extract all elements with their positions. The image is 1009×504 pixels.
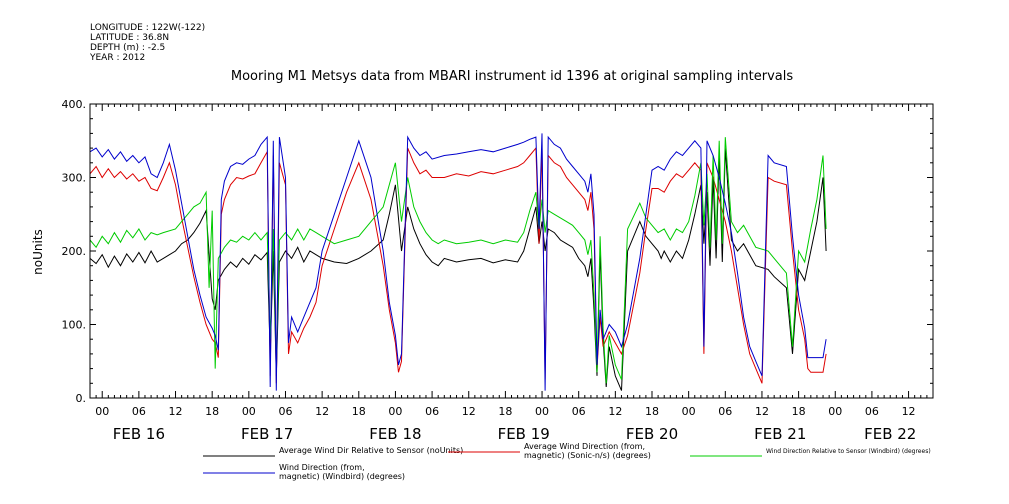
legend-label-3: Wind Direction Relative to Sensor (Windb… (766, 448, 931, 455)
x-tick-label: 12 (315, 405, 329, 418)
x-tick-label: 00 (828, 405, 842, 418)
x-tick-label: 18 (645, 405, 659, 418)
x-tick-label: 12 (169, 405, 183, 418)
meta-line-depth: DEPTH (m) : -2.5 (90, 43, 165, 53)
x-tick-label: 12 (902, 405, 916, 418)
day-label: FEB 22 (864, 425, 916, 443)
legend-label-1: Average Wind Dir Relative to Sensor (noU… (279, 446, 463, 455)
y-tick-label: 200. (62, 245, 87, 258)
x-tick-label: 06 (425, 405, 439, 418)
x-tick-label: 18 (352, 405, 366, 418)
y-axis: 0. 100. 200. 300. 400. (62, 98, 933, 405)
day-label: FEB 16 (113, 425, 165, 443)
series-layer (89, 133, 827, 391)
metadata-block: LONGITUDE : 122W(-122) LATITUDE : 36.8N … (89, 23, 205, 63)
x-tick-label: 18 (792, 405, 806, 418)
x-tick-label: 06 (865, 405, 879, 418)
legend-label-4: Wind Direction (from, (279, 463, 365, 472)
day-label: FEB 17 (241, 425, 293, 443)
meta-line-longitude: LONGITUDE : 122W(-122) (90, 23, 205, 33)
legend-label-2: magnetic) (Sonic-n/s) (degrees) (524, 451, 651, 460)
meta-line-year: YEAR : 2012 (89, 53, 145, 63)
series-line-3 (89, 137, 827, 384)
y-tick-label: 0. (76, 392, 87, 405)
day-label: FEB 20 (626, 425, 678, 443)
y-tick-label: 400. (62, 98, 87, 111)
y-axis-label: noUnits (31, 229, 45, 275)
x-tick-label: 06 (132, 405, 146, 418)
legend-label-2: Average Wind Direction (from, (524, 442, 645, 451)
x-tick-label: 00 (535, 405, 549, 418)
day-label: FEB 19 (498, 425, 550, 443)
legend-label-4: magnetic) (Windbird) (degrees) (279, 472, 405, 481)
series-line-2 (89, 146, 827, 384)
x-tick-label: 00 (682, 405, 696, 418)
day-label: FEB 18 (369, 425, 421, 443)
x-tick-label: 12 (755, 405, 769, 418)
series-line-4 (89, 133, 827, 391)
x-tick-label: 12 (608, 405, 622, 418)
meta-line-latitude: LATITUDE : 36.8N (90, 33, 169, 43)
legend: Average Wind Dir Relative to Sensor (noU… (203, 442, 931, 481)
x-tick-label: 06 (572, 405, 586, 418)
chart-title: Mooring M1 Metsys data from MBARI instru… (231, 69, 793, 84)
x-tick-label: 00 (95, 405, 109, 418)
x-tick-label: 06 (718, 405, 732, 418)
x-tick-label: 18 (205, 405, 219, 418)
x-tick-label: 00 (388, 405, 402, 418)
y-tick-label: 300. (62, 172, 87, 185)
y-tick-label: 100. (62, 319, 87, 332)
x-tick-label: 00 (242, 405, 256, 418)
x-tick-label: 06 (278, 405, 292, 418)
x-tick-label: 12 (462, 405, 476, 418)
x-axis: 00 06 12 18 00 06 12 18 00 06 12 18 00 06 12 18 00 06 12 18… (89, 104, 934, 443)
day-label: FEB 21 (754, 425, 806, 443)
x-tick-label: 18 (498, 405, 512, 418)
series-line-1 (89, 148, 827, 391)
